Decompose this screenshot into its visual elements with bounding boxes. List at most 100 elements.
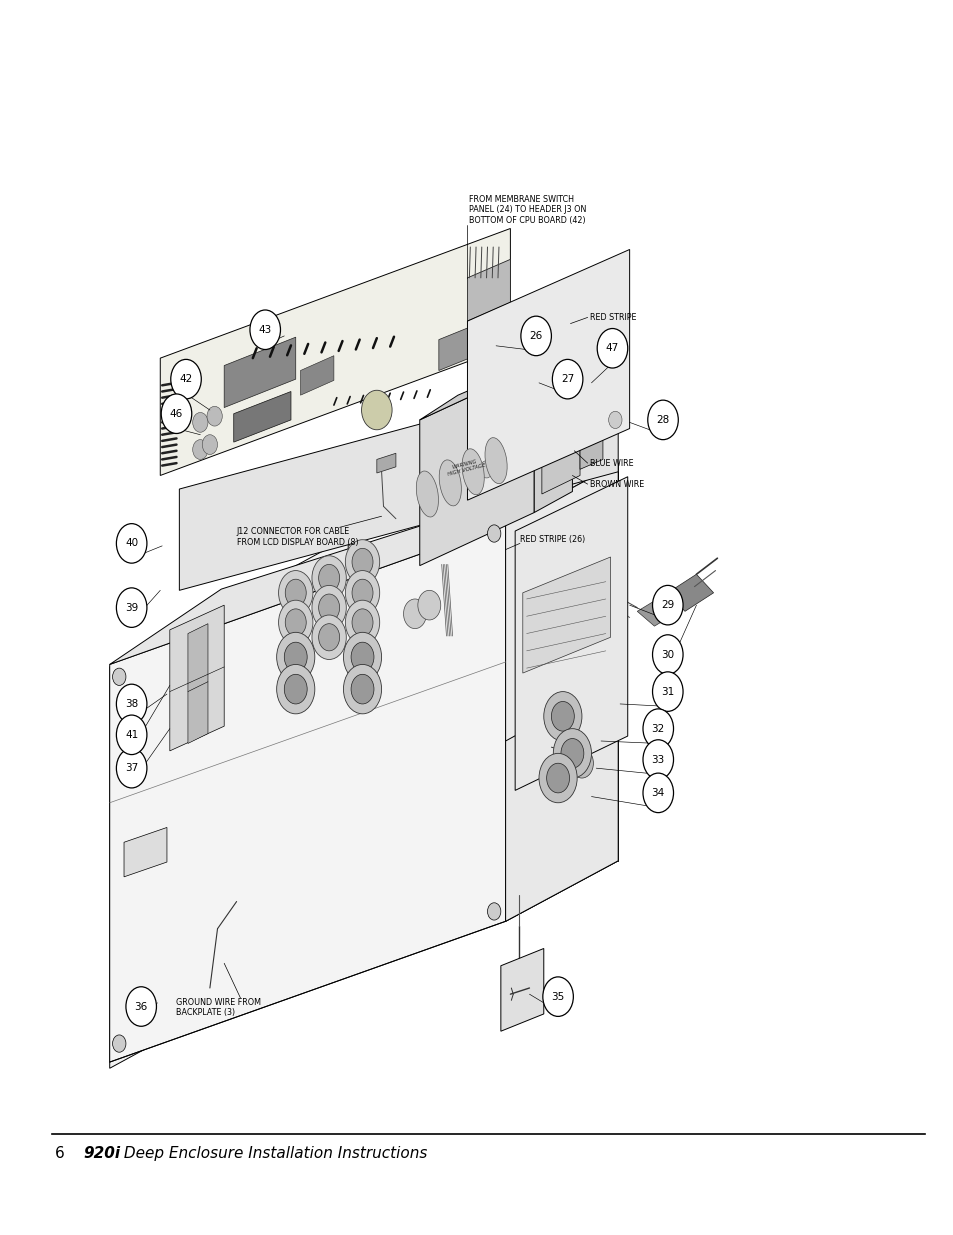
Text: 36: 36: [134, 1002, 148, 1011]
Circle shape: [112, 1035, 126, 1052]
Polygon shape: [179, 370, 618, 590]
Circle shape: [543, 692, 581, 741]
Polygon shape: [124, 827, 167, 877]
Circle shape: [642, 740, 673, 779]
Text: FROM MEMBRANE SWITCH
PANEL (24) TO HEADER J3 ON
BOTTOM OF CPU BOARD (42): FROM MEMBRANE SWITCH PANEL (24) TO HEADE…: [469, 195, 586, 225]
Circle shape: [546, 763, 569, 793]
Polygon shape: [419, 367, 534, 566]
Circle shape: [285, 579, 306, 606]
Polygon shape: [438, 321, 484, 370]
Text: 33: 33: [651, 755, 664, 764]
Circle shape: [161, 394, 192, 433]
Text: RED STRIPE (26): RED STRIPE (26): [519, 535, 584, 545]
Polygon shape: [515, 477, 627, 790]
Text: 28: 28: [656, 415, 669, 425]
Polygon shape: [467, 259, 510, 321]
Circle shape: [652, 635, 682, 674]
Circle shape: [551, 757, 574, 787]
Polygon shape: [110, 537, 348, 1068]
Circle shape: [352, 609, 373, 636]
Circle shape: [318, 624, 339, 651]
Circle shape: [276, 664, 314, 714]
Circle shape: [652, 672, 682, 711]
Text: 39: 39: [125, 603, 138, 613]
Text: 27: 27: [560, 374, 574, 384]
Polygon shape: [500, 948, 543, 1031]
Text: 31: 31: [660, 687, 674, 697]
Circle shape: [312, 585, 346, 630]
Circle shape: [652, 585, 682, 625]
Polygon shape: [110, 524, 505, 1062]
Circle shape: [352, 579, 373, 606]
Circle shape: [597, 329, 627, 368]
Text: 32: 32: [651, 724, 664, 734]
Circle shape: [318, 564, 339, 592]
Polygon shape: [667, 574, 713, 611]
Circle shape: [479, 461, 493, 478]
Text: 46: 46: [170, 409, 183, 419]
Circle shape: [171, 359, 201, 399]
Circle shape: [551, 701, 574, 731]
Circle shape: [351, 674, 374, 704]
Circle shape: [284, 674, 307, 704]
Circle shape: [538, 753, 577, 803]
Text: GROUND WIRE FROM
BACKPLATE (3): GROUND WIRE FROM BACKPLATE (3): [176, 998, 261, 1018]
Polygon shape: [467, 249, 629, 500]
Text: 6: 6: [54, 1146, 64, 1161]
Polygon shape: [160, 228, 510, 475]
Text: BLUE WIRE: BLUE WIRE: [589, 458, 633, 468]
Ellipse shape: [438, 459, 461, 506]
Circle shape: [361, 390, 392, 430]
Circle shape: [345, 571, 379, 615]
Text: 38: 38: [125, 699, 138, 709]
Ellipse shape: [416, 471, 438, 517]
Circle shape: [520, 316, 551, 356]
Text: RED STRIPE: RED STRIPE: [589, 312, 636, 322]
Text: 26: 26: [529, 331, 542, 341]
Circle shape: [116, 588, 147, 627]
Text: WARNING
HIGH VOLTAGE: WARNING HIGH VOLTAGE: [445, 457, 485, 477]
Circle shape: [202, 435, 217, 454]
Circle shape: [642, 773, 673, 813]
Polygon shape: [579, 420, 602, 469]
Polygon shape: [534, 346, 572, 513]
Circle shape: [278, 600, 313, 645]
Polygon shape: [188, 624, 208, 743]
Text: 29: 29: [660, 600, 674, 610]
Polygon shape: [522, 557, 610, 673]
Circle shape: [570, 748, 593, 778]
Ellipse shape: [484, 437, 507, 484]
Circle shape: [343, 632, 381, 682]
Polygon shape: [233, 391, 291, 442]
Circle shape: [276, 632, 314, 682]
Circle shape: [116, 715, 147, 755]
Text: 42: 42: [179, 374, 193, 384]
Circle shape: [345, 540, 379, 584]
Circle shape: [343, 664, 381, 714]
Polygon shape: [224, 337, 295, 408]
Circle shape: [116, 748, 147, 788]
Circle shape: [417, 590, 440, 620]
Circle shape: [542, 977, 573, 1016]
Circle shape: [112, 668, 126, 685]
Circle shape: [126, 987, 156, 1026]
Circle shape: [647, 400, 678, 440]
Circle shape: [642, 709, 673, 748]
Circle shape: [318, 594, 339, 621]
Text: 40: 40: [125, 538, 138, 548]
Text: 30: 30: [660, 650, 674, 659]
Circle shape: [312, 556, 346, 600]
Ellipse shape: [461, 448, 484, 495]
Polygon shape: [419, 346, 572, 420]
Circle shape: [193, 440, 208, 459]
Circle shape: [403, 599, 426, 629]
Circle shape: [352, 548, 373, 576]
Circle shape: [116, 684, 147, 724]
Circle shape: [116, 524, 147, 563]
Polygon shape: [637, 593, 684, 626]
Polygon shape: [505, 957, 534, 1019]
Circle shape: [487, 903, 500, 920]
Text: 920i: 920i: [83, 1146, 120, 1161]
Text: 37: 37: [125, 763, 138, 773]
Polygon shape: [541, 414, 579, 494]
